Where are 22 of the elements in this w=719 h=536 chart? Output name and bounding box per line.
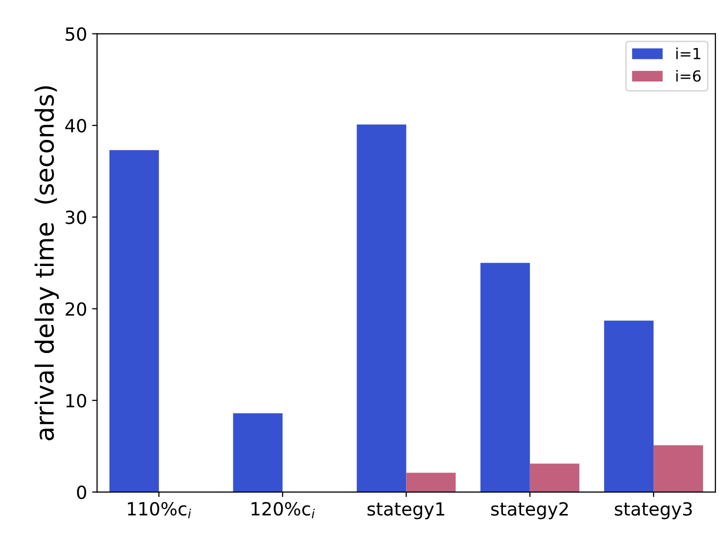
bar <box>604 320 654 492</box>
y-axis-title: arrival delay time (seconds) <box>34 86 59 440</box>
x-tick-label: 110%c$_{i}$ <box>128 502 192 518</box>
bar <box>530 464 580 492</box>
bar <box>654 445 704 492</box>
bar <box>406 472 456 492</box>
bar <box>356 124 406 492</box>
x-tick-label: stategy3 <box>614 502 692 520</box>
bar <box>480 262 530 492</box>
bar <box>233 413 283 492</box>
y-tick-label: 10 <box>66 394 86 408</box>
x-tick-label: stategy2 <box>491 502 568 520</box>
y-tick-label: 0 <box>77 486 86 500</box>
legend-label: i=6 <box>676 70 701 82</box>
y-tick-label: 20 <box>66 302 86 316</box>
x-tick-label: 120%c$_{i}$ <box>252 502 315 518</box>
y-tick-label: 50 <box>66 27 86 41</box>
y-tick-label: 30 <box>66 210 86 224</box>
bar <box>109 150 159 492</box>
legend-label: i=1 <box>676 48 700 60</box>
y-tick-label: 40 <box>65 118 86 133</box>
x-tick-label: stategy1 <box>368 502 444 520</box>
